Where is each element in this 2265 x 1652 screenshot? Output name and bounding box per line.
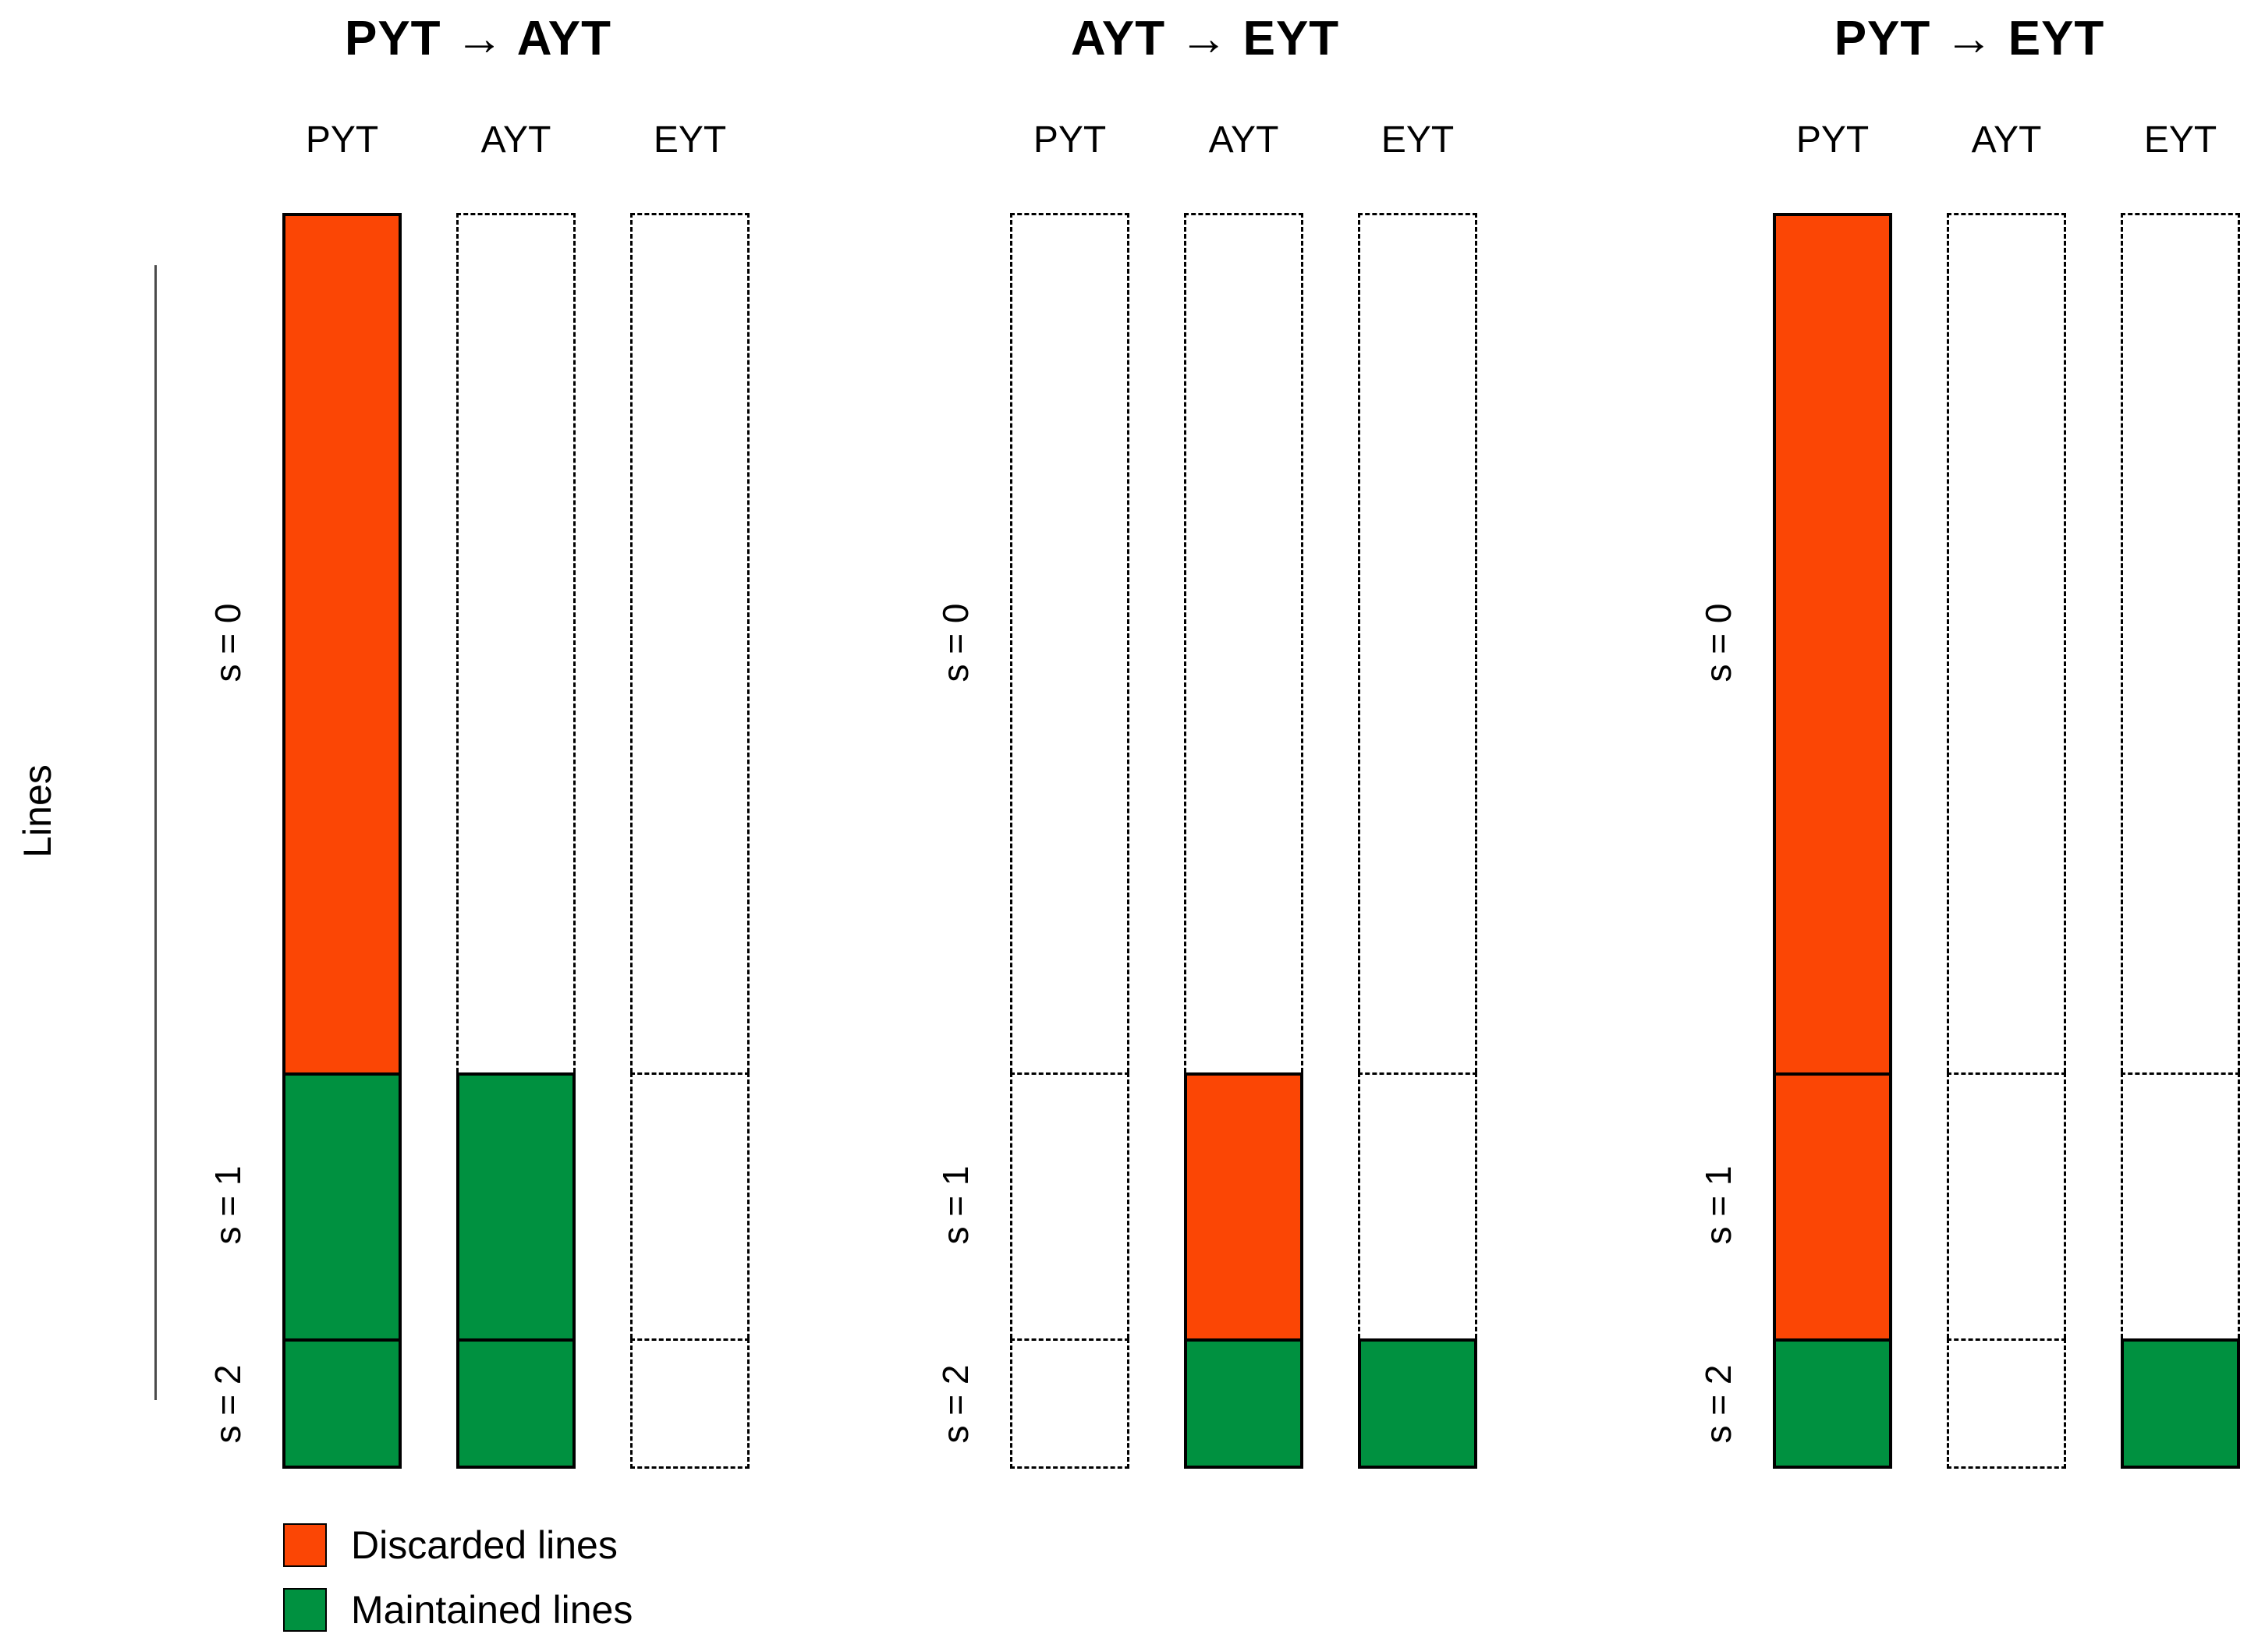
panel-title-ayt-eyt: AYT → EYT [1070,12,1340,66]
stage-label-s2: s = 2 [207,1364,248,1444]
segment-s0-empty [1010,213,1129,1072]
segment-s1-discarded [1773,1072,1892,1338]
panel-title-pyt-ayt: PYT → AYT [344,12,612,66]
bar-panel3-eyt [2121,213,2240,1469]
segment-s1-empty [630,1072,750,1338]
segment-s0-empty [1947,213,2066,1072]
segment-s0-empty [1358,213,1477,1072]
segment-s2-maintained [282,1338,402,1469]
segment-s2-maintained [2121,1338,2240,1469]
stage-label-s1: s = 1 [1698,1165,1739,1245]
segment-s0-empty [2121,213,2240,1072]
segment-s2-empty [630,1338,750,1469]
segment-s0-empty [630,213,750,1072]
stage-label-s0: s = 0 [207,603,248,682]
segment-s1-maintained [456,1072,576,1338]
col-header-eyt: EYT [653,119,727,161]
panel-title-pyt-eyt: PYT → EYT [1834,12,2105,66]
segment-s0-discarded [1773,213,1892,1072]
segment-s1-empty [1358,1072,1477,1338]
bar-panel3-pyt [1773,213,1892,1469]
bar-panel3-ayt [1947,213,2066,1469]
legend-swatch-maintained [283,1588,327,1632]
bar-panel1-eyt [630,213,750,1469]
col-header-ayt: AYT [1971,119,2042,161]
col-header-pyt: PYT [1795,119,1870,161]
bar-panel2-ayt [1184,213,1303,1469]
bar-panel1-ayt [456,213,576,1469]
col-header-pyt: PYT [1033,119,1107,161]
col-header-ayt: AYT [1208,119,1279,161]
segment-s0-empty [1184,213,1303,1072]
segment-s0-discarded [282,213,402,1072]
col-header-eyt: EYT [2143,119,2217,161]
stage-label-s1: s = 1 [935,1165,976,1245]
col-header-eyt: EYT [1381,119,1455,161]
legend-swatch-discarded [283,1523,327,1567]
bar-panel2-eyt [1358,213,1477,1469]
segment-s1-maintained [282,1072,402,1338]
legend-label-discarded: Discarded lines [351,1523,618,1567]
segment-s1-empty [2121,1072,2240,1338]
bar-panel1-pyt [282,213,402,1469]
bar-panel2-pyt [1010,213,1129,1469]
y-axis-label: Lines [16,764,59,858]
segment-s2-empty [1947,1338,2066,1469]
segment-s2-maintained [456,1338,576,1469]
col-header-ayt: AYT [480,119,551,161]
stage-label-s2: s = 2 [935,1364,976,1444]
stage-label-s0: s = 0 [1698,603,1739,682]
y-axis-line [154,265,157,1400]
segment-s2-maintained [1773,1338,1892,1469]
segment-s1-discarded [1184,1072,1303,1338]
col-header-pyt: PYT [305,119,379,161]
segment-s1-empty [1947,1072,2066,1338]
segment-s0-empty [456,213,576,1072]
stage-label-s2: s = 2 [1698,1364,1739,1444]
segment-s2-empty [1010,1338,1129,1469]
segment-s1-empty [1010,1072,1129,1338]
legend-label-maintained: Maintained lines [351,1588,633,1632]
segment-s2-maintained [1358,1338,1477,1469]
segment-s2-maintained [1184,1338,1303,1469]
stage-label-s1: s = 1 [207,1165,248,1245]
stage-label-s0: s = 0 [935,603,976,682]
